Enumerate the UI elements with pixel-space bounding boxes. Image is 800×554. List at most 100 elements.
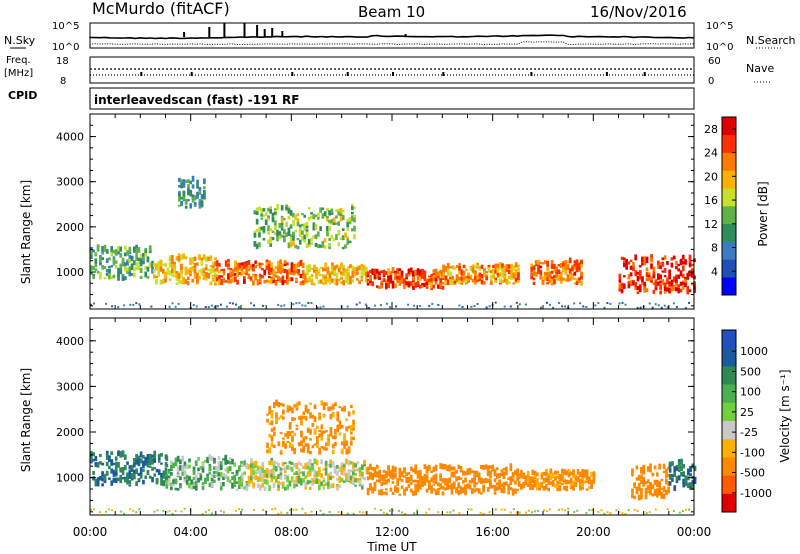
scatter-cell (684, 508, 687, 511)
echo-cell (331, 404, 335, 410)
scatter-cell (579, 302, 582, 305)
echo-cell (434, 268, 438, 275)
echo-cell (135, 460, 138, 465)
echo-cell (449, 275, 452, 281)
echo-cell (261, 467, 265, 474)
echo-cell (532, 271, 536, 276)
echo-cell (252, 476, 255, 480)
echo-cell (385, 479, 388, 483)
echo-cell (327, 475, 330, 482)
echo-cell (516, 468, 519, 473)
echo-cell (421, 283, 424, 288)
echo-cell (177, 272, 181, 279)
echo-cell (293, 472, 296, 476)
echo-cell (659, 265, 662, 270)
echo-cell (330, 221, 334, 224)
freq-marker (346, 72, 349, 76)
echo-cell (214, 274, 217, 279)
echo-cell (173, 268, 176, 275)
echo-cell (110, 468, 114, 474)
echo-cell (101, 248, 104, 253)
echo-cell (358, 467, 362, 474)
echo-cell (556, 480, 559, 486)
echo-cell (318, 484, 321, 491)
echo-cell (222, 458, 225, 461)
station-title: McMurdo (fitACF) (92, 0, 230, 18)
echo-cell (295, 405, 299, 411)
echo-cell (509, 463, 513, 469)
echo-cell (162, 278, 165, 283)
echo-cell (306, 427, 310, 433)
echo-cell (403, 488, 406, 494)
echo-cell (155, 263, 158, 270)
velocity-colorbar-swatch (722, 439, 736, 458)
echo-cell (573, 266, 577, 270)
sky-right-tick-top: 10^5 (706, 21, 733, 32)
echo-cell (256, 478, 260, 482)
echo-cell (334, 432, 337, 435)
echo-cell (241, 463, 244, 467)
echo-cell (320, 424, 324, 430)
echo-cell (335, 209, 338, 212)
echo-cell (549, 468, 553, 474)
echo-cell (119, 477, 123, 484)
echo-cell (642, 477, 646, 482)
scatter-cell (274, 507, 277, 510)
echo-cell (301, 262, 305, 269)
scatter-cell (688, 508, 690, 511)
echo-cell (252, 268, 255, 271)
echo-cell (579, 478, 582, 481)
echo-cell (124, 454, 127, 460)
echo-cell (492, 275, 495, 279)
echo-cell (292, 220, 295, 226)
echo-cell (480, 492, 483, 495)
scatter-cell (253, 304, 256, 307)
x-tick-label: 16:00 (475, 525, 510, 539)
echo-cell (670, 257, 674, 261)
echo-cell (176, 466, 180, 471)
echo-cell (174, 480, 178, 484)
echo-cell (654, 286, 658, 291)
echo-cell (302, 416, 306, 419)
echo-cell (307, 239, 311, 245)
echo-cell (471, 470, 474, 473)
echo-cell (398, 274, 402, 280)
echo-cell (203, 196, 206, 200)
echo-cell (306, 471, 310, 478)
echo-cell (344, 268, 348, 275)
echo-cell (677, 284, 681, 288)
echo-cell (252, 461, 255, 465)
echo-cell (339, 214, 343, 217)
scatter-cell (346, 512, 349, 515)
echo-cell (508, 281, 511, 285)
echo-cell (306, 465, 310, 470)
scatter-cell (117, 306, 120, 309)
echo-cell (293, 483, 296, 489)
echo-cell (228, 461, 232, 465)
echo-cell (650, 263, 653, 269)
echo-cell (208, 482, 212, 487)
echo-cell (311, 482, 314, 486)
echo-cell (345, 418, 349, 421)
echo-cell (126, 472, 129, 477)
echo-cell (286, 477, 289, 480)
echo-cell (279, 472, 283, 476)
echo-cell (126, 481, 129, 485)
echo-cell (633, 495, 636, 500)
echo-cell (623, 283, 626, 289)
echo-cell (184, 271, 188, 276)
echo-cell (162, 481, 166, 485)
echo-cell (400, 478, 404, 483)
echo-cell (382, 469, 386, 473)
echo-cell (335, 234, 338, 240)
echo-cell (671, 462, 674, 466)
echo-cell (483, 281, 486, 285)
echo-cell (173, 261, 176, 265)
echo-cell (177, 277, 181, 284)
echo-cell (167, 475, 171, 479)
echo-cell (560, 483, 564, 486)
echo-cell (559, 280, 563, 284)
echo-cell (441, 281, 445, 285)
echo-cell (213, 466, 216, 470)
echo-cell (537, 269, 540, 273)
